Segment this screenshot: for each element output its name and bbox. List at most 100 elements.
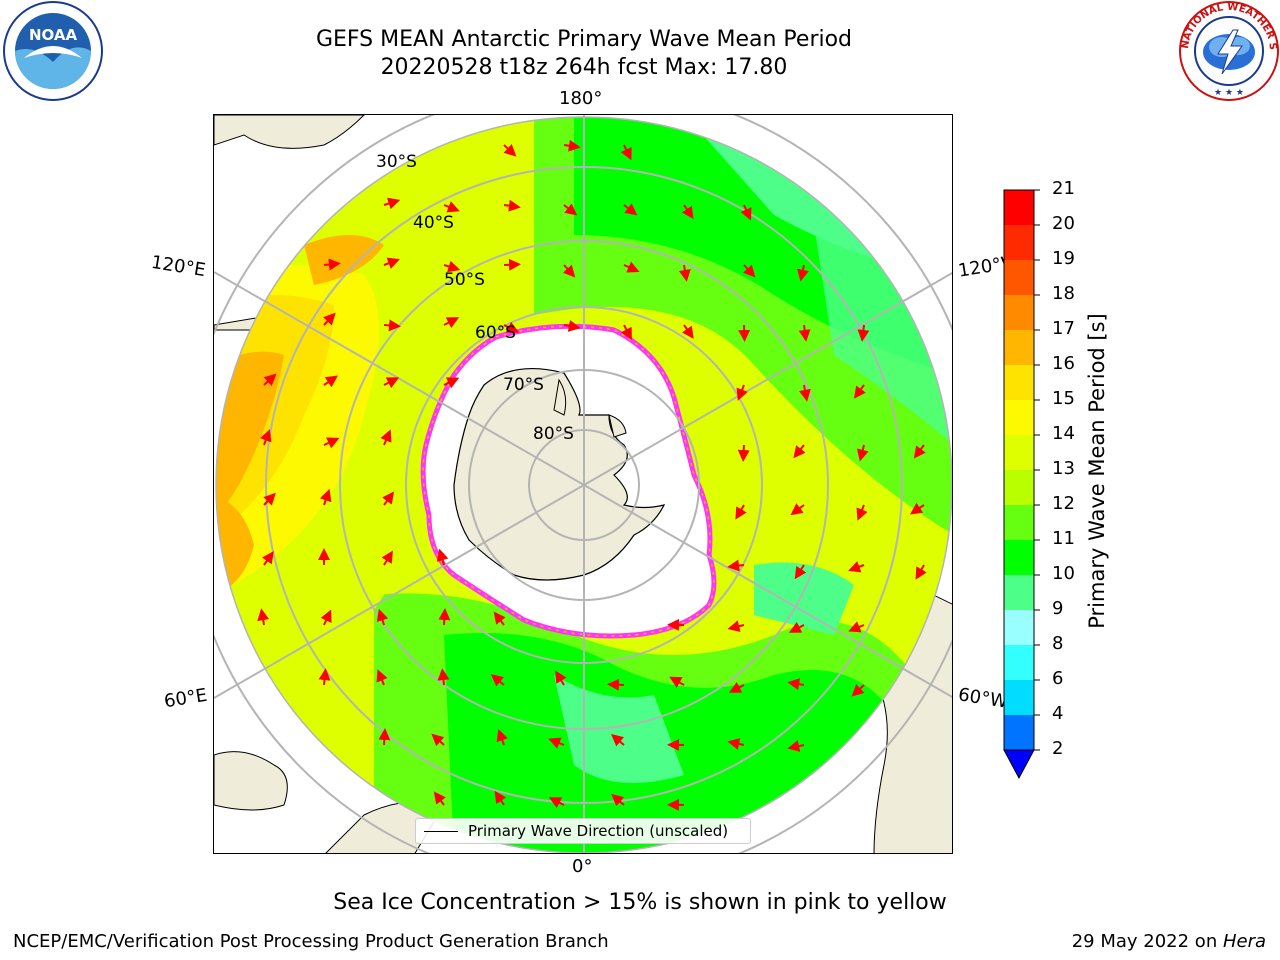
sea-ice-note: Sea Ice Concentration > 15% is shown in … [333, 890, 947, 915]
wave-direction-arrow [681, 204, 694, 220]
wave-direction-arrow [727, 620, 745, 633]
wave-direction-arrow [548, 797, 565, 809]
wave-direction-arrow [323, 437, 340, 449]
wave-direction-arrow [257, 608, 270, 626]
wave-direction-arrow [318, 668, 331, 686]
footer-credit: NCEP/EMC/Verification Post Processing Pr… [13, 931, 609, 952]
footer-date-text: 29 May 2022 on [1071, 931, 1223, 952]
colorbar-band [1004, 645, 1034, 680]
colorbar-band [1004, 365, 1034, 400]
colorbar-band [1004, 330, 1034, 365]
wave-direction-arrow [493, 611, 506, 626]
wave-direction-arrow [443, 317, 460, 329]
wave-direction-arrow [681, 324, 694, 339]
wave-direction-arrow [913, 444, 926, 459]
wave-direction-arrow [443, 377, 460, 389]
wave-direction-arrow [787, 678, 805, 691]
wave-direction-arrow [562, 264, 576, 278]
wave-direction-arrow [797, 264, 809, 282]
colorbar-band [1004, 610, 1034, 645]
national-weather-service-logo: NATIONAL WEATHER SERVICE ★ ★ ★ [1178, 0, 1279, 101]
lat-label-80s: 80°S [533, 424, 574, 444]
colorbar-tick-label: 14 [1052, 423, 1075, 444]
wave-direction-arrow [555, 670, 567, 686]
wave-direction-arrow [793, 444, 806, 459]
colorbar-band [1004, 190, 1034, 225]
wave-direction-arrow [503, 258, 521, 271]
wave-direction-arrow [383, 319, 401, 332]
lon-label-120e: 120°E [149, 251, 208, 282]
wave-direction-arrow [856, 504, 868, 521]
wave-direction-arrow [669, 676, 685, 688]
wave-direction-arrow [436, 548, 449, 566]
wave-direction-arrow [623, 203, 638, 216]
wave-direction-arrow [798, 324, 811, 342]
wave-direction-arrow [263, 492, 276, 506]
lon-label-60e: 60°E [162, 684, 209, 713]
wave-direction-arrow [563, 203, 578, 216]
colorbar-tick-label: 20 [1052, 213, 1075, 234]
wave-direction-arrow [503, 144, 517, 157]
lat-label-60s: 60°S [475, 323, 516, 343]
colorbar-tick-label: 9 [1052, 598, 1064, 619]
wave-direction-arrow [788, 621, 805, 633]
wave-direction-arrow [623, 261, 640, 273]
wave-direction-arrow [490, 674, 505, 687]
wave-direction-arrow [856, 444, 869, 462]
lon-label-0: 0° [572, 856, 593, 877]
wave-direction-arrow [376, 669, 388, 686]
colorbar-tick-label: 10 [1052, 563, 1075, 584]
colorbar-tick-label: 18 [1052, 283, 1075, 304]
svg-text:NOAA: NOAA [29, 26, 78, 44]
wave-direction-arrow [494, 790, 507, 806]
map-title: GEFS MEAN Antarctic Primary Wave Mean Pe… [315, 27, 853, 52]
wave-direction-arrow [376, 608, 389, 626]
colorbar-tick-label: 8 [1052, 633, 1064, 654]
colorbar-tick-label: 17 [1052, 318, 1075, 339]
wave-direction-arrow [678, 264, 691, 282]
map-legend: Primary Wave Direction (unscaled) [415, 818, 751, 844]
colorbar-label: Primary Wave Mean Period [s] [1085, 313, 1109, 629]
colorbar [1003, 189, 1040, 780]
colorbar-tick-label: 2 [1052, 738, 1064, 759]
svg-text:★ ★ ★: ★ ★ ★ [1214, 88, 1244, 98]
wave-direction-arrow [323, 312, 336, 326]
wave-direction-arrow [381, 550, 393, 566]
wave-direction-arrow [320, 609, 332, 626]
wave-direction-arrow [433, 791, 446, 806]
colorbar-band [1004, 435, 1034, 470]
wave-direction-arrow [431, 733, 445, 747]
wave-direction-arrow [563, 139, 581, 152]
wave-direction-arrow [260, 429, 272, 446]
wave-direction-arrow [378, 728, 391, 746]
wave-direction-arrow [742, 264, 756, 278]
wave-direction-arrow [319, 488, 332, 506]
wave-direction-arrow [611, 734, 625, 747]
wave-direction-arrow [382, 491, 395, 506]
colorbar-band [1004, 505, 1034, 540]
colorbar-band [1004, 540, 1034, 575]
lat-label-70s: 70°S [503, 375, 544, 395]
lat-label-50s: 50°S [444, 270, 485, 290]
wave-direction-arrow [853, 384, 866, 399]
wave-direction-arrow [443, 201, 460, 213]
colorbar-tick-label: 16 [1052, 353, 1075, 374]
wave-direction-arrow [851, 684, 865, 697]
wave-direction-arrow [621, 324, 632, 341]
footer-date: 29 May 2022 on Hera [1072, 931, 1266, 952]
colorbar-tick-label: 12 [1052, 493, 1075, 514]
colorbar-tick-label: 15 [1052, 388, 1075, 409]
wave-direction-arrow [383, 257, 400, 269]
colorbar-band [1004, 715, 1034, 750]
legend-label: Primary Wave Direction (unscaled) [468, 822, 729, 840]
wave-direction-arrow [503, 199, 521, 212]
wave-direction-arrow [848, 561, 865, 573]
colorbar-tick-label: 13 [1052, 458, 1075, 479]
antarctica [453, 368, 666, 581]
wave-direction-arrow [437, 668, 450, 686]
footer-host: Hera [1222, 931, 1266, 952]
wave-direction-arrow [383, 377, 400, 389]
colorbar-band [1004, 260, 1034, 295]
map-subtitle: 20220528 t18z 264h fcst Max: 17.80 [380, 55, 788, 80]
wave-direction-arrow [383, 197, 401, 210]
